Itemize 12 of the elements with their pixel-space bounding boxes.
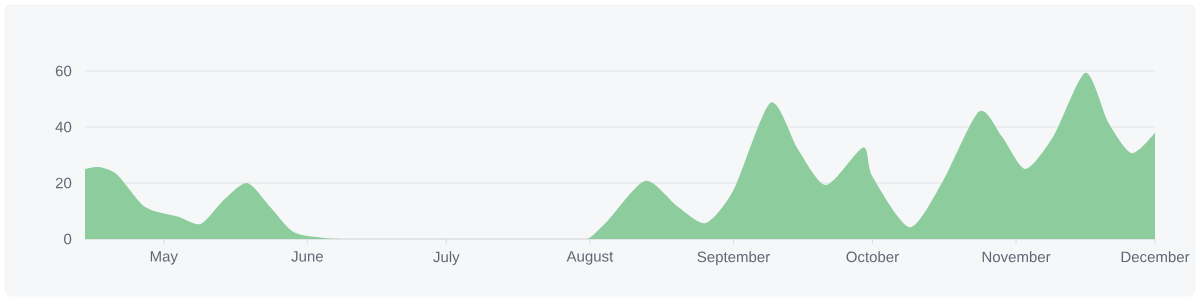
x-tick-label: August xyxy=(566,251,614,265)
y-tick-label: 20 xyxy=(55,177,72,189)
x-tick-label: July xyxy=(433,251,460,266)
y-tick-label: 0 xyxy=(64,233,72,245)
x-tick-label: December xyxy=(1121,251,1190,263)
y-tick-label: 60 xyxy=(55,65,72,77)
x-tick-label: October xyxy=(846,251,899,263)
y-tick-label: 40 xyxy=(55,121,72,133)
x-tick-label: June xyxy=(291,251,323,262)
x-tick-label: May xyxy=(150,251,178,265)
x-tick-label: November xyxy=(982,251,1051,263)
x-tick-label: September xyxy=(697,251,770,266)
